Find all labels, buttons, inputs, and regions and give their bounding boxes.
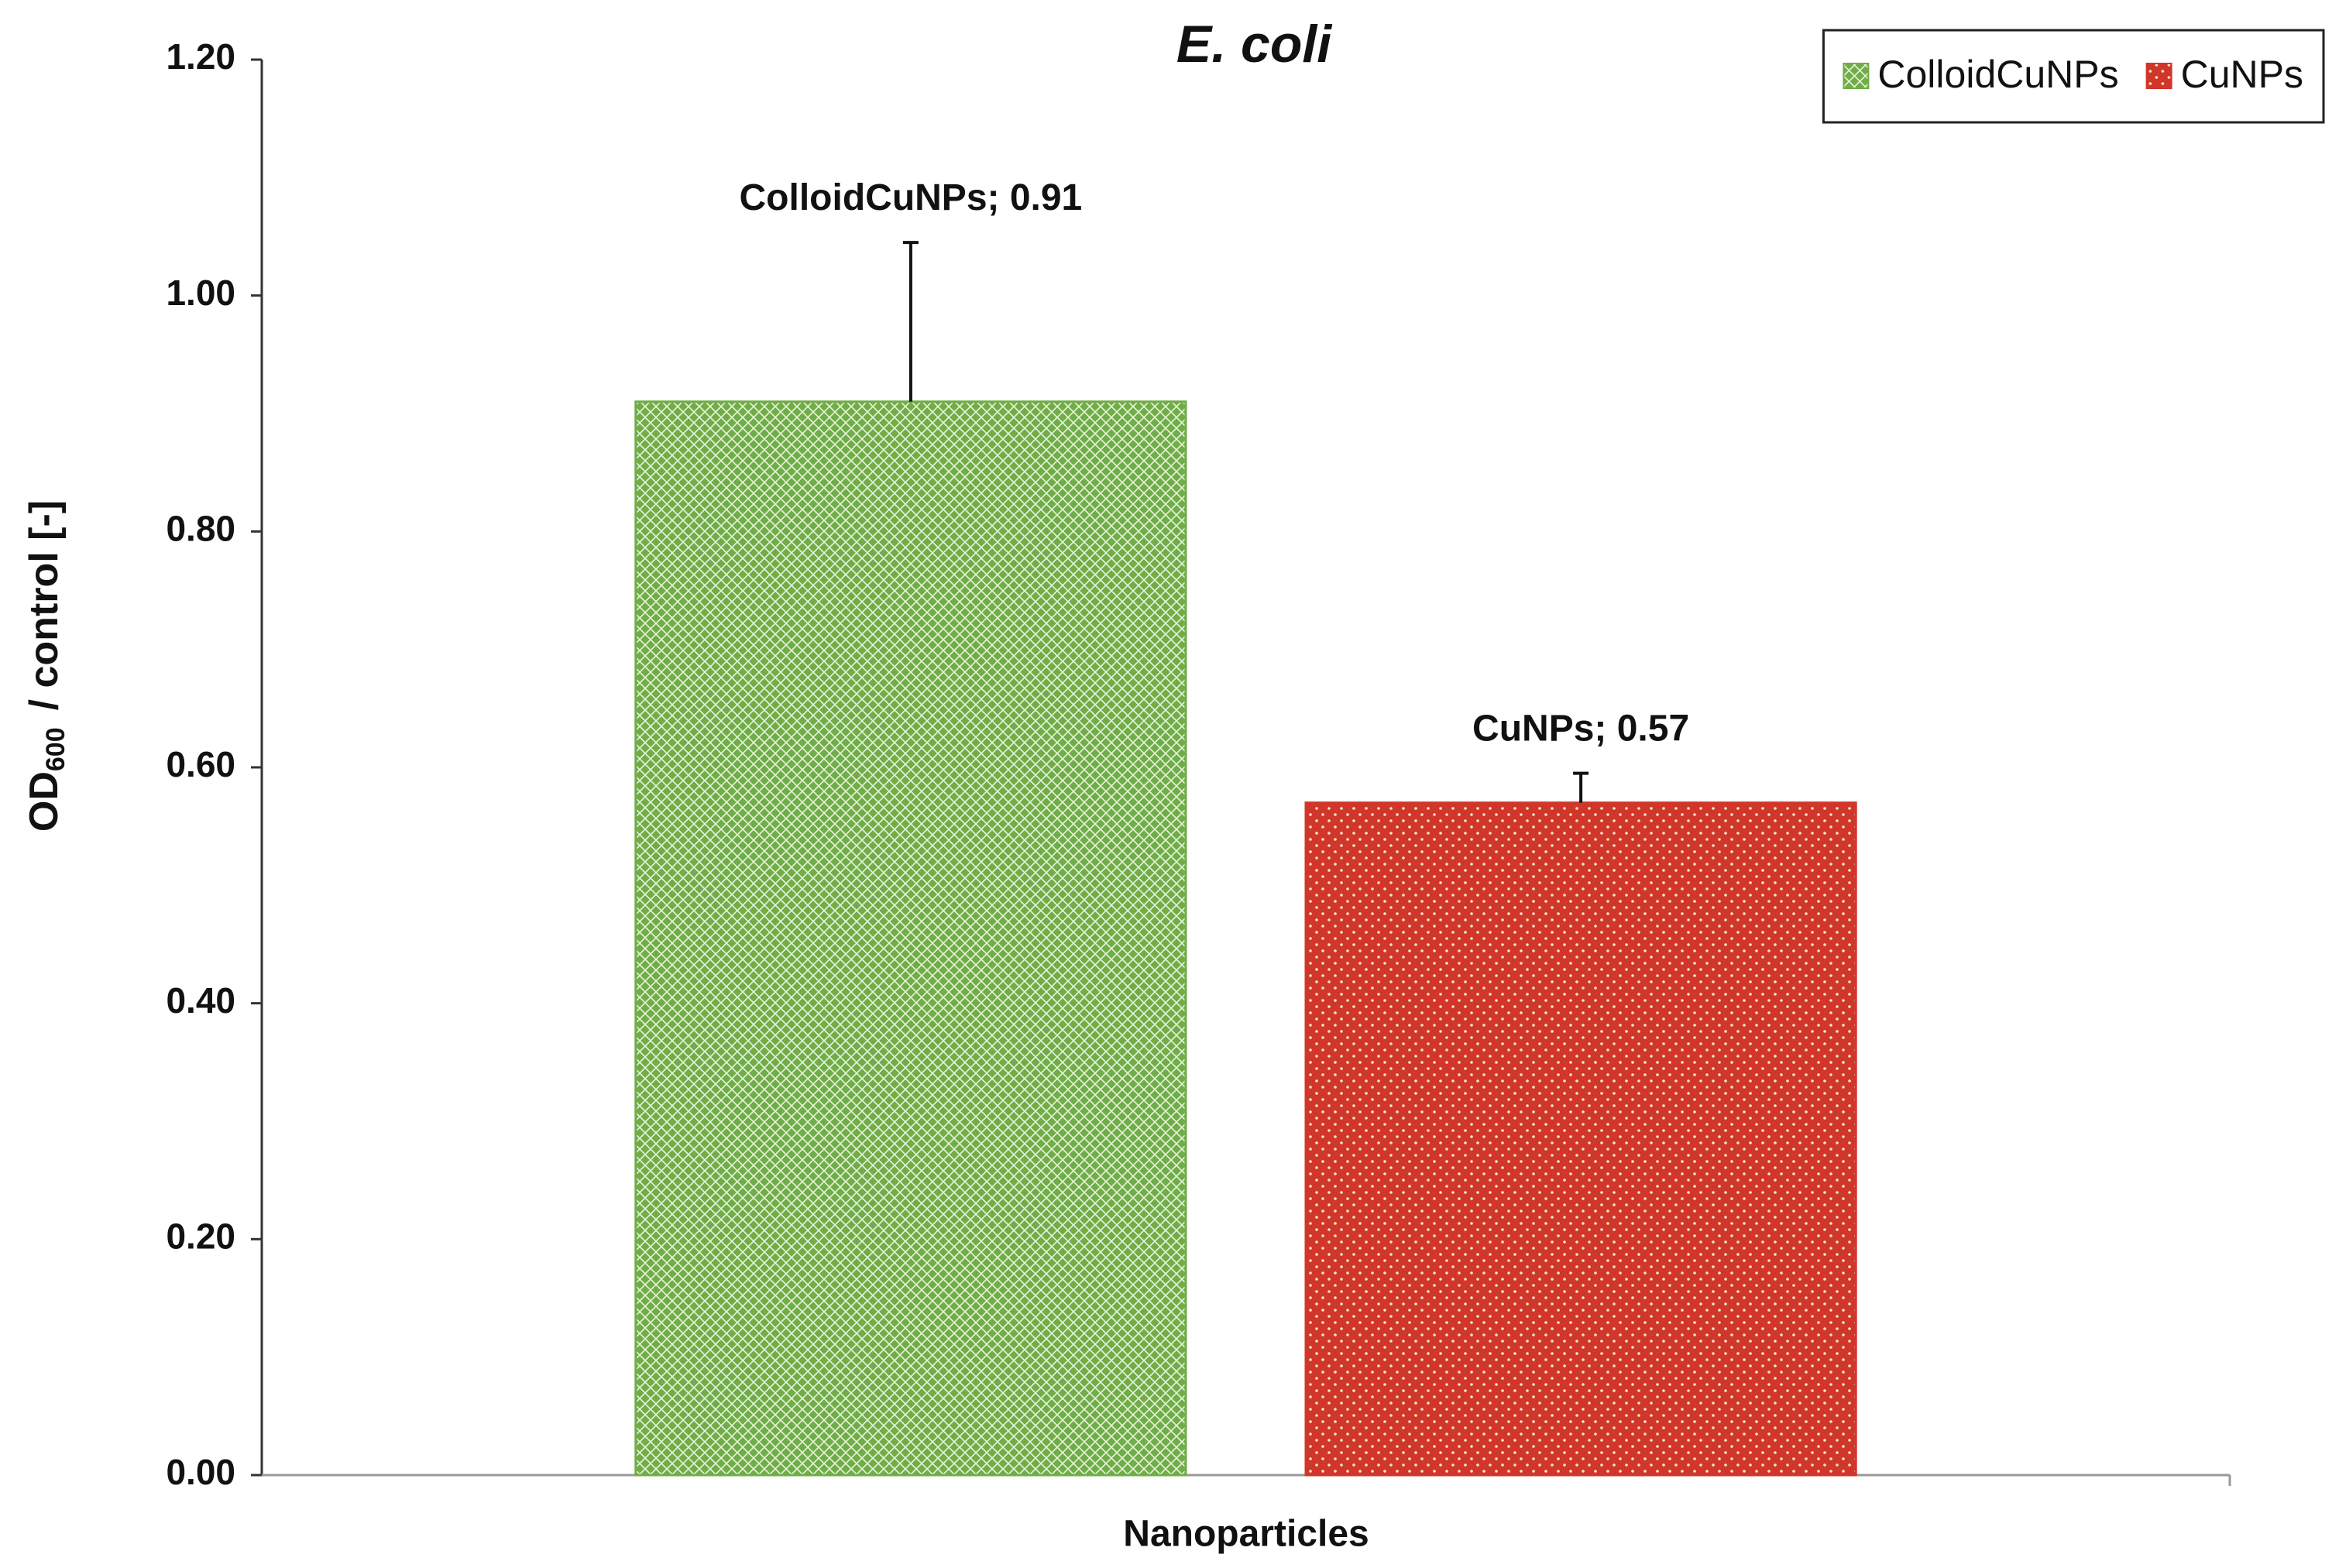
y-axis-label-main: OD — [22, 771, 67, 832]
legend-marker — [2145, 63, 2172, 89]
y-tick-label: 1.20 — [166, 36, 235, 77]
y-axis-label: OD600 / control [-] — [22, 500, 70, 832]
chart-title: E. coli — [1176, 15, 1333, 74]
y-tick-label: 0.60 — [166, 744, 235, 784]
legend-label: CuNPs — [2181, 53, 2303, 96]
y-tick-label: 0.20 — [166, 1216, 235, 1256]
y-axis-label-subscript: 600 — [41, 727, 70, 771]
y-tick-label: 0.80 — [166, 508, 235, 548]
legend-marker — [1843, 63, 1870, 89]
bar — [634, 400, 1187, 1477]
y-axis-label-suffix: / control [-] — [22, 500, 67, 711]
y-tick-label: 1.00 — [166, 273, 235, 313]
y-tick-label: 0.40 — [166, 980, 235, 1021]
error-bar — [1573, 771, 1589, 803]
data-label: ColloidCuNPs; 0.91 — [740, 177, 1083, 218]
error-bar — [902, 241, 919, 402]
legend-box — [1822, 29, 2325, 124]
data-label: CuNPs; 0.57 — [1472, 708, 1689, 749]
bar — [1304, 801, 1857, 1477]
legend: ColloidCuNPs CuNPs — [1843, 53, 2303, 96]
y-tick-label: 0.00 — [166, 1452, 235, 1492]
x-axis-label: Nanoparticles — [1123, 1514, 1369, 1555]
legend-label: ColloidCuNPs — [1877, 53, 2118, 96]
